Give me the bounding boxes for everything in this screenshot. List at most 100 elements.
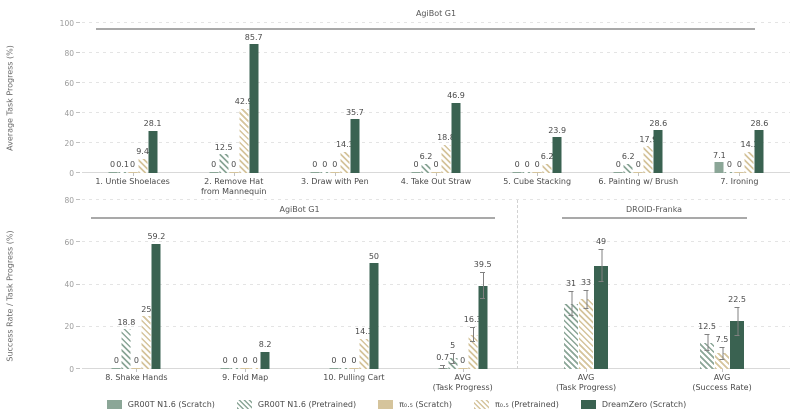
bar-group: AVG (Task Progress) 31 33 49 — [518, 200, 654, 392]
bar--.-pretrained- — [542, 163, 552, 173]
bar-gr00t-n1.6-pretrained- — [320, 171, 330, 173]
error-bar-cap — [734, 306, 740, 308]
bar--.-scratch- — [128, 171, 138, 173]
bar-value-label: 0 — [113, 356, 119, 365]
bar--.-pretrained- — [643, 146, 653, 173]
bar-slot: 0 — [310, 160, 320, 173]
bar-value-label: 0 — [331, 356, 337, 365]
bar-slot: 50 — [369, 252, 379, 369]
bar-slot: 23.9 — [548, 126, 566, 173]
x-tick-mark — [245, 369, 247, 372]
panel-sections: AgiBot G1 1. Untie Shoelaces 0 0.1 0 9.4 28.1 2… — [82, 9, 790, 196]
y-tick-label: 80 — [64, 195, 74, 205]
bar-cluster: 0 0 0 6.2 23.9 — [512, 126, 566, 173]
error-bar-line — [601, 248, 603, 283]
bar-value-label: 0 — [514, 160, 520, 169]
bar--.-scratch- — [633, 171, 643, 173]
bar-gr00t-n1.6-pretrained- — [623, 163, 633, 173]
bar-value-label: 28.6 — [649, 118, 668, 128]
y-tick-label: 0 — [69, 364, 74, 374]
bar-cluster: 0 0.1 0 9.4 28.1 — [108, 119, 161, 173]
bar-cluster: 0 0 0 0 8.2 — [220, 340, 272, 369]
bar-value-label: 0 — [252, 356, 258, 365]
bar-value-label: 0 — [242, 356, 248, 365]
y-tick-mark — [76, 112, 80, 113]
bar-value-label: 0 — [130, 160, 136, 169]
bar-cluster: 31 33 49 — [564, 237, 609, 369]
x-tick-mark — [462, 369, 464, 372]
bar-value-label: 0 — [232, 356, 238, 365]
bar-group: 6. Painting w/ Brush 0 6.2 0 17.9 28.6 — [588, 23, 689, 186]
bar-slot: 12.5 — [215, 143, 233, 173]
bar-slot: 18.8 — [117, 318, 135, 369]
bar-value-label: 7.1 — [713, 150, 726, 160]
bar-gr00t-n1.6-scratch- — [411, 171, 421, 173]
section-header: AgiBot G1 — [279, 205, 320, 214]
bar-value-label: 0 — [110, 160, 116, 169]
gridline — [82, 199, 790, 200]
bar--.-scratch- — [532, 171, 542, 173]
bar-value-label: 14.3 — [355, 327, 373, 337]
bar--.-scratch- — [431, 171, 441, 173]
bar-group: 7. Ironing 7.1 0 0 14.3 28.6 — [689, 23, 790, 186]
error-bar-cap — [480, 271, 486, 273]
bar-value-label: 12.5 — [698, 322, 716, 332]
legend-item: π₀.₅ (Pretrained) — [473, 399, 559, 409]
bar-gr00t-n1.6-scratch- — [108, 171, 118, 173]
y-tick-label: 20 — [64, 322, 74, 332]
bar-slot: 59.2 — [147, 232, 165, 369]
bar-value-label: 6.2 — [621, 152, 635, 162]
bar-group: AVG (Success Rate) 12.5 7.5 22.5 — [654, 200, 790, 392]
bar--.-scratch- — [734, 171, 744, 173]
bar-slot: 0 — [349, 356, 359, 369]
bar-gr00t-n1.6-scratch- — [111, 367, 121, 369]
bar-slot: 14.3 — [336, 140, 354, 173]
error-bar-line — [452, 353, 454, 364]
x-tick-mark — [638, 173, 640, 176]
bar-value-label: 0 — [211, 160, 217, 169]
bar-value-label: 12.5 — [214, 142, 233, 152]
bar-group: 9. Fold Map 0 0 0 0 8.2 — [191, 200, 300, 382]
y-tick-mark — [76, 172, 80, 173]
bar-gr00t-n1.6-scratch- — [310, 171, 320, 173]
bar-slot: 0 — [320, 160, 330, 173]
bar-cluster: 7.1 0 0 14.3 28.6 — [713, 119, 768, 173]
bar-value-label: 35.7 — [345, 107, 364, 117]
bar--.-scratch- — [330, 171, 340, 173]
bar-slot: 0 — [220, 356, 230, 369]
bar-slot: 31 — [564, 279, 579, 369]
bar-slot: 18.8 — [437, 133, 455, 173]
x-tick-label: 3. Draw with Pen — [301, 177, 369, 186]
error-bar — [719, 346, 726, 360]
bar-value-label: 0 — [332, 160, 338, 169]
y-tick-mark — [76, 82, 80, 83]
bar-value-label: 6.2 — [419, 152, 433, 162]
bar-value-label: 17.9 — [639, 134, 658, 144]
bar--.-scratch- — [349, 367, 359, 369]
bar-slot: 12.5 — [698, 322, 716, 369]
bar-value-label: 50 — [368, 251, 379, 261]
error-bar-cap — [470, 327, 476, 329]
bar-value-label: 14.3 — [335, 140, 354, 150]
bar-slot: 0 — [724, 160, 734, 173]
bar--.-pretrained- — [340, 151, 350, 173]
bar--.-pretrained- — [715, 353, 730, 369]
legend-item: DreamZero (Scratch) — [580, 399, 686, 409]
bar-value-label: 0 — [635, 160, 641, 169]
error-bar — [469, 327, 476, 342]
chart-legend: GR00T N1.6 (Scratch) GR00T N1.6 (Pretrain… — [0, 395, 793, 413]
bar-gr00t-n1.6-scratch- — [209, 171, 219, 173]
bar-slot: 0 — [330, 160, 340, 173]
x-tick-label: AVG (Task Progress) — [432, 373, 493, 392]
error-bar-cap — [583, 289, 589, 291]
bar-cluster: 0 6.2 0 18.8 46.9 — [411, 91, 465, 173]
y-tick-label: 20 — [64, 138, 74, 148]
legend-swatch — [378, 399, 394, 409]
bar-dreamzero-scratch- — [260, 351, 270, 369]
bar-value-label: 28.6 — [750, 118, 769, 128]
bar-slot: 14.3 — [741, 140, 758, 173]
y-tick-label: 80 — [64, 48, 74, 58]
y-tick-mark — [76, 283, 80, 285]
bar-value-label: 8.2 — [258, 340, 272, 350]
legend-label: π₀.₅ (Scratch) — [399, 399, 452, 409]
